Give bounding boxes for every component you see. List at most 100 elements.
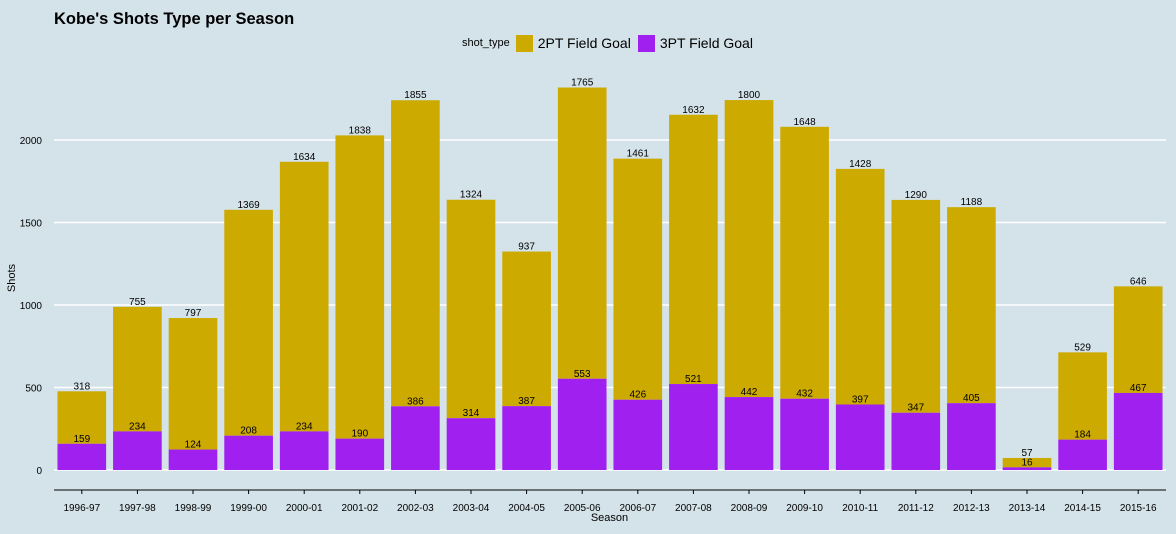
y-tick-label: 0 bbox=[36, 466, 42, 477]
x-tick-label: 2013-14 bbox=[1009, 503, 1046, 514]
bar-2pt bbox=[391, 100, 440, 407]
data-label-2pt: 1632 bbox=[682, 105, 705, 116]
bar-3pt bbox=[835, 404, 885, 470]
legend-label-3pt: 3PT Field Goal bbox=[659, 35, 753, 51]
data-label-2pt: 1290 bbox=[905, 190, 928, 201]
bar-3pt bbox=[224, 435, 273, 470]
data-label-2pt: 318 bbox=[73, 381, 90, 392]
x-tick-label: 1997-98 bbox=[119, 503, 156, 514]
bar-3pt bbox=[279, 431, 329, 470]
bar-3pt bbox=[446, 418, 496, 470]
bar-2pt bbox=[224, 209, 273, 436]
bar-2pt bbox=[1058, 352, 1107, 440]
bar-2pt bbox=[724, 100, 774, 398]
y-tick-label: 1500 bbox=[20, 219, 43, 230]
data-label-3pt: 234 bbox=[129, 421, 146, 432]
data-label-2pt: 937 bbox=[518, 242, 535, 253]
bar-3pt bbox=[780, 398, 829, 470]
bar-3pt bbox=[335, 438, 385, 470]
bar-2pt bbox=[502, 251, 551, 407]
data-label-3pt: 387 bbox=[518, 396, 535, 407]
data-label-2pt: 57 bbox=[1021, 448, 1033, 459]
bar-3pt bbox=[724, 397, 774, 470]
data-label-3pt: 386 bbox=[407, 396, 424, 407]
bar-2pt bbox=[168, 318, 218, 450]
x-tick-label: 1996-97 bbox=[63, 503, 100, 514]
x-tick-label: 1998-99 bbox=[175, 503, 212, 514]
data-label-3pt: 184 bbox=[1074, 430, 1091, 441]
bar-2pt bbox=[279, 161, 329, 432]
bar-3pt bbox=[391, 406, 440, 470]
bar-2pt bbox=[113, 306, 162, 432]
legend-item-2pt: 2PT Field Goal bbox=[515, 34, 631, 52]
data-label-2pt: 646 bbox=[1130, 276, 1147, 287]
y-tick-label: 1000 bbox=[20, 301, 43, 312]
x-tick-label: 2015-16 bbox=[1120, 503, 1157, 514]
x-tick-label: 2008-09 bbox=[731, 503, 768, 514]
bar-3pt bbox=[1113, 392, 1163, 470]
data-label-2pt: 1369 bbox=[237, 200, 260, 211]
data-label-2pt: 1855 bbox=[404, 90, 427, 101]
bar-2pt bbox=[613, 158, 663, 400]
data-label-3pt: 159 bbox=[73, 434, 90, 445]
data-label-3pt: 405 bbox=[963, 393, 980, 404]
bar-3pt bbox=[557, 378, 607, 470]
data-label-2pt: 1800 bbox=[738, 90, 761, 101]
x-tick-label: 2001-02 bbox=[341, 503, 378, 514]
data-label-3pt: 442 bbox=[741, 387, 758, 398]
bar-3pt bbox=[57, 443, 107, 470]
bar-3pt bbox=[1002, 467, 1052, 470]
bar-2pt bbox=[1002, 457, 1052, 468]
data-label-3pt: 553 bbox=[574, 369, 591, 380]
chart-title: Kobe's Shots Type per Season bbox=[54, 10, 295, 28]
x-tick-label: 2006-07 bbox=[619, 503, 656, 514]
bar-2pt bbox=[891, 199, 941, 413]
data-label-2pt: 797 bbox=[185, 308, 202, 319]
data-label-3pt: 521 bbox=[685, 374, 702, 385]
data-label-3pt: 347 bbox=[907, 403, 924, 414]
bar-2pt bbox=[557, 87, 607, 379]
bar-2pt bbox=[335, 135, 385, 439]
data-label-3pt: 467 bbox=[1130, 383, 1147, 394]
data-label-3pt: 397 bbox=[852, 394, 869, 405]
y-axis-label: Shots bbox=[6, 263, 18, 293]
data-label-2pt: 1765 bbox=[571, 78, 594, 89]
bar-3pt bbox=[113, 431, 162, 470]
legend-label-2pt: 2PT Field Goal bbox=[537, 35, 631, 51]
legend-swatch-3pt bbox=[637, 34, 655, 52]
x-tick-label: 2009-10 bbox=[786, 503, 823, 514]
legend-title: shot_type bbox=[462, 37, 510, 49]
y-tick-label: 500 bbox=[25, 384, 42, 395]
bar-3pt bbox=[613, 399, 663, 470]
bar-2pt bbox=[835, 168, 885, 405]
legend-item-3pt: 3PT Field Goal bbox=[637, 34, 753, 52]
x-tick-label: 2007-08 bbox=[675, 503, 712, 514]
bar-3pt bbox=[891, 412, 941, 470]
data-label-2pt: 1838 bbox=[349, 125, 372, 136]
bar-2pt bbox=[669, 114, 718, 385]
x-tick-label: 2011-12 bbox=[898, 503, 934, 514]
data-label-3pt: 16 bbox=[1021, 457, 1033, 468]
y-tick-label: 2000 bbox=[20, 136, 43, 147]
x-tick-label: 1999-00 bbox=[230, 503, 267, 514]
data-label-3pt: 208 bbox=[240, 426, 257, 437]
x-tick-label: 2005-06 bbox=[564, 503, 601, 514]
data-label-3pt: 190 bbox=[351, 429, 368, 440]
bar-3pt bbox=[502, 406, 551, 470]
data-label-3pt: 234 bbox=[296, 421, 313, 432]
x-tick-label: 2004-05 bbox=[508, 503, 545, 514]
data-label-2pt: 529 bbox=[1074, 342, 1091, 353]
bar-2pt bbox=[57, 391, 107, 444]
bar-2pt bbox=[780, 126, 829, 399]
data-label-3pt: 426 bbox=[629, 390, 646, 401]
legend-swatch-2pt bbox=[515, 34, 533, 52]
x-tick-label: 2002-03 bbox=[397, 503, 434, 514]
data-label-2pt: 1648 bbox=[793, 117, 816, 128]
bar-2pt bbox=[446, 199, 496, 419]
x-axis-label: Season bbox=[590, 512, 629, 524]
data-label-3pt: 314 bbox=[463, 408, 480, 419]
x-tick-label: 2012-13 bbox=[953, 503, 990, 514]
bar-3pt bbox=[1058, 439, 1107, 470]
x-tick-label: 2010-11 bbox=[842, 503, 878, 514]
